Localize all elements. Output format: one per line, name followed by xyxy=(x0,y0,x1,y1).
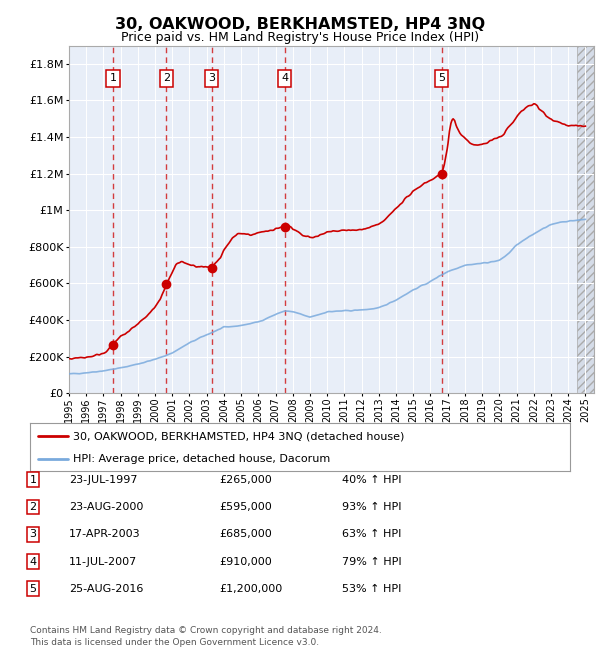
Text: 40% ↑ HPI: 40% ↑ HPI xyxy=(342,474,401,485)
Bar xyxy=(577,46,594,393)
Text: Price paid vs. HM Land Registry's House Price Index (HPI): Price paid vs. HM Land Registry's House … xyxy=(121,31,479,44)
Text: 5: 5 xyxy=(29,584,37,594)
Text: HPI: Average price, detached house, Dacorum: HPI: Average price, detached house, Daco… xyxy=(73,454,331,464)
Text: 4: 4 xyxy=(29,556,37,567)
Text: 4: 4 xyxy=(281,73,288,83)
Text: £265,000: £265,000 xyxy=(219,474,272,485)
Text: 25-AUG-2016: 25-AUG-2016 xyxy=(69,584,143,594)
Text: 79% ↑ HPI: 79% ↑ HPI xyxy=(342,556,401,567)
Text: £1,200,000: £1,200,000 xyxy=(219,584,282,594)
Text: 1: 1 xyxy=(110,73,116,83)
Text: 30, OAKWOOD, BERKHAMSTED, HP4 3NQ: 30, OAKWOOD, BERKHAMSTED, HP4 3NQ xyxy=(115,17,485,32)
Text: 3: 3 xyxy=(208,73,215,83)
Text: 11-JUL-2007: 11-JUL-2007 xyxy=(69,556,137,567)
Text: 3: 3 xyxy=(29,529,37,539)
Text: 93% ↑ HPI: 93% ↑ HPI xyxy=(342,502,401,512)
Text: 30, OAKWOOD, BERKHAMSTED, HP4 3NQ (detached house): 30, OAKWOOD, BERKHAMSTED, HP4 3NQ (detac… xyxy=(73,431,404,441)
Text: £910,000: £910,000 xyxy=(219,556,272,567)
Text: 2: 2 xyxy=(163,73,170,83)
Text: 23-JUL-1997: 23-JUL-1997 xyxy=(69,474,137,485)
Text: £595,000: £595,000 xyxy=(219,502,272,512)
Text: 63% ↑ HPI: 63% ↑ HPI xyxy=(342,529,401,539)
Text: £685,000: £685,000 xyxy=(219,529,272,539)
Bar xyxy=(577,46,594,393)
Text: 2: 2 xyxy=(29,502,37,512)
Text: 1: 1 xyxy=(29,474,37,485)
Text: 23-AUG-2000: 23-AUG-2000 xyxy=(69,502,143,512)
Text: 17-APR-2003: 17-APR-2003 xyxy=(69,529,140,539)
Text: 53% ↑ HPI: 53% ↑ HPI xyxy=(342,584,401,594)
Text: Contains HM Land Registry data © Crown copyright and database right 2024.
This d: Contains HM Land Registry data © Crown c… xyxy=(30,626,382,647)
Text: 5: 5 xyxy=(438,73,445,83)
